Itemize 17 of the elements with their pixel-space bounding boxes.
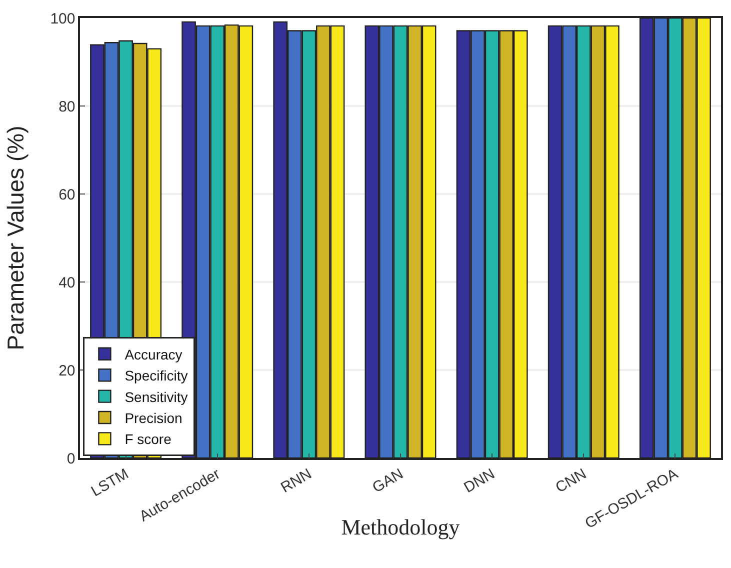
x-tick-label: DNN <box>461 465 498 496</box>
y-tick-label: 60 <box>58 186 76 204</box>
y-tick-label: 100 <box>50 10 76 28</box>
y-tick-label: 80 <box>58 98 76 116</box>
x-axis-title: Methodology <box>341 514 460 540</box>
x-tick-label: RNN <box>278 465 315 496</box>
legend-label: F score <box>124 431 172 448</box>
y-tick-label: 0 <box>66 450 76 468</box>
legend-label: Accuracy <box>124 346 182 362</box>
legend-label: Sensitivity <box>124 388 188 405</box>
legend-label: Precision <box>124 410 182 426</box>
x-tick-label: CNN <box>552 465 590 496</box>
x-tick-label: GAN <box>370 465 406 496</box>
y-tick-label: 20 <box>58 362 76 380</box>
y-axis-title: Parameter Values (%) <box>2 126 28 350</box>
legend-label: Specificity <box>124 368 188 384</box>
y-tick-label: 40 <box>58 274 76 292</box>
